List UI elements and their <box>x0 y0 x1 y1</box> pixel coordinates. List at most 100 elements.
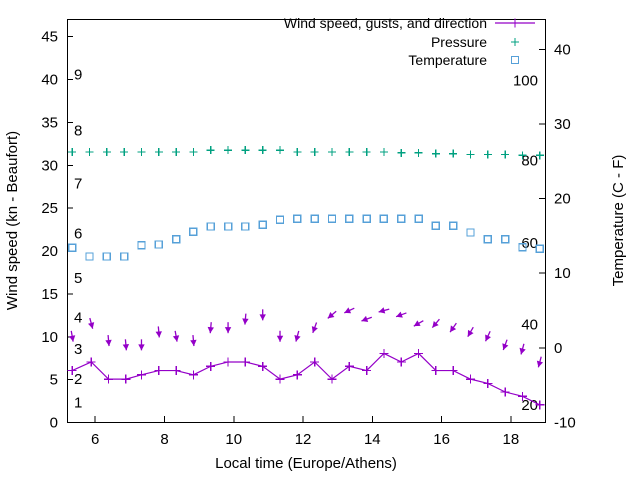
square-marker <box>293 214 302 223</box>
square-marker <box>119 252 129 261</box>
chart-legend: Wind speed, gusts, and direction Pressure… <box>284 15 535 68</box>
square-marker <box>102 252 112 261</box>
beaufort-scale-label: 1 <box>74 394 82 411</box>
plus-marker <box>379 147 388 156</box>
wind-direction-arrow <box>378 307 390 314</box>
square-marker <box>449 221 458 230</box>
wind-direction-arrow <box>344 307 355 314</box>
y-tick-label: 45 <box>41 29 58 46</box>
wind-speed-line <box>71 352 541 406</box>
plus-marker <box>362 147 371 156</box>
plus-marker <box>517 391 527 401</box>
y2-tick-label: -10 <box>554 415 576 432</box>
y2-axis-title: Temperature (C - F) <box>610 155 627 287</box>
y2-tick-label: 0 <box>554 340 562 357</box>
plus-marker <box>327 147 336 156</box>
x-axis-title: Local time (Europe/Athens) <box>215 455 397 472</box>
plus-marker <box>518 151 527 160</box>
plus-marker <box>345 147 354 156</box>
beaufort-scale-label: 2 <box>74 371 82 388</box>
wind-direction-arrow <box>105 335 112 347</box>
series-wind-gusts <box>68 307 544 368</box>
plus-marker <box>86 357 96 367</box>
wind-direction-arrow <box>224 322 232 334</box>
wind-direction-arrow <box>259 309 266 321</box>
beaufort-scale-label: 9 <box>74 67 82 84</box>
plus-marker <box>397 148 406 157</box>
plus-marker <box>275 374 285 384</box>
plus-marker <box>535 151 544 160</box>
plus-marker <box>431 366 441 376</box>
x-tick-label: 12 <box>295 431 312 448</box>
beaufort-scale-label: 7 <box>74 176 82 193</box>
fahrenheit-scale-label: 80 <box>521 152 538 169</box>
square-marker <box>310 214 319 223</box>
plus-marker <box>258 361 268 371</box>
square-marker <box>518 242 527 252</box>
y-tick-label: 20 <box>41 243 58 260</box>
beaufort-scale-label: 8 <box>74 122 82 139</box>
plus-marker <box>327 374 337 384</box>
plus-marker <box>102 147 111 156</box>
plus-marker <box>189 147 198 156</box>
plus-marker <box>501 150 510 159</box>
y2-tick-label: 10 <box>554 265 571 282</box>
x-tick-label: 14 <box>364 431 381 448</box>
square-marker <box>345 214 354 223</box>
wind-direction-arrow <box>431 318 440 329</box>
plus-marker <box>293 147 302 156</box>
series-pressure <box>68 146 544 160</box>
beaufort-scale-label: 3 <box>74 341 82 358</box>
series-wind-speed <box>67 348 545 410</box>
square-marker <box>206 222 215 231</box>
plus-marker <box>188 370 198 380</box>
wind-direction-arrow <box>172 330 180 342</box>
plus-marker <box>310 357 320 367</box>
wind-direction-arrow <box>395 311 407 318</box>
wind-direction-arrow <box>327 310 337 319</box>
y-tick-label: 40 <box>41 72 58 89</box>
plus-marker <box>154 366 164 376</box>
fahrenheit-scale-label: 100 <box>513 73 538 90</box>
square-marker <box>275 215 285 224</box>
x-tick-label: 8 <box>160 431 168 448</box>
beaufort-scale-label: 6 <box>74 225 82 242</box>
x-tick-label: 10 <box>225 431 242 448</box>
square-marker <box>137 241 146 250</box>
plus-marker <box>241 146 250 155</box>
plus-marker <box>344 361 354 371</box>
plus-marker <box>67 366 77 376</box>
wind-direction-arrow <box>155 326 162 338</box>
square-marker <box>189 227 198 236</box>
wind-direction-arrow <box>207 322 214 334</box>
wind-direction-arrow <box>68 330 76 342</box>
plus-marker <box>431 149 440 158</box>
wind-direction-arrow <box>122 339 130 351</box>
plus-marker <box>258 146 267 155</box>
wind-direction-arrow <box>536 356 544 368</box>
y-tick-label: 10 <box>41 329 58 346</box>
wind-direction-arrow <box>361 315 373 322</box>
plus-marker <box>154 147 163 156</box>
legend-label: Temperature <box>408 52 487 68</box>
square-marker <box>327 214 337 223</box>
plus-marker <box>121 374 131 384</box>
y-tick-label: 5 <box>50 372 58 389</box>
square-marker <box>223 222 233 231</box>
plus-marker <box>292 370 302 380</box>
plus-marker <box>379 348 389 358</box>
square-marker <box>535 244 545 253</box>
x-tick-label: 16 <box>433 431 450 448</box>
y-axis-title: Wind speed (kn - Beaufort) <box>4 131 21 310</box>
y-tick-label: 30 <box>41 157 58 174</box>
wind-direction-arrow <box>294 330 301 342</box>
y-tick-label: 0 <box>50 415 58 432</box>
square-marker <box>258 220 267 229</box>
plus-marker <box>136 370 146 380</box>
plus-marker <box>511 38 519 46</box>
wind-direction-arrow <box>449 322 457 333</box>
square-marker <box>67 243 77 253</box>
plus-marker <box>310 147 319 156</box>
legend-label: Wind speed, gusts, and direction <box>284 15 487 31</box>
beaufort-scale-label: 5 <box>74 270 82 287</box>
